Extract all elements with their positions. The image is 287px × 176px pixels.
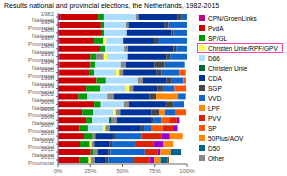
svg-text:0%: 0% <box>54 168 63 174</box>
svg-text:75%: 75% <box>149 168 162 174</box>
svg-text:25%: 25% <box>84 168 97 174</box>
svg-text:50%: 50% <box>116 168 129 174</box>
svg-text:100%: 100% <box>179 168 195 174</box>
svg-text:2015Provincial: 2015Provincial <box>28 154 55 166</box>
